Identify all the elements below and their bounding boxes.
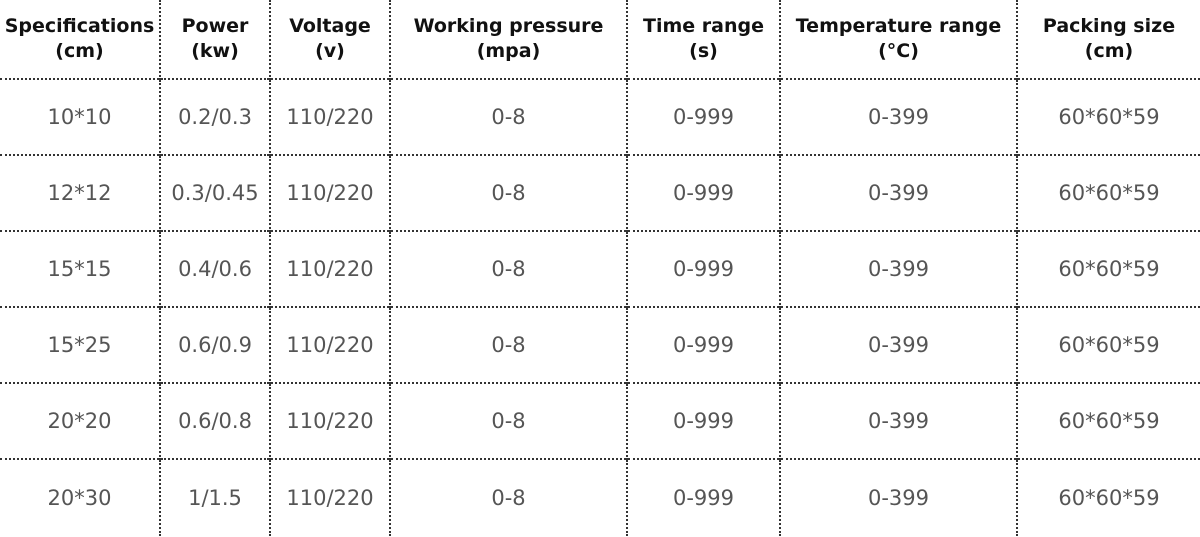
header-line: (kw) [191, 40, 239, 62]
header-cell: Specifications (cm) [0, 0, 161, 79]
table-cell: 110/220 [270, 154, 391, 231]
table-row: 20*20 0.6/0.8 110/220 0-8 0-999 0-399 60*60*59 [0, 382, 1200, 459]
header-cell: Time range (s) [627, 0, 781, 79]
header-line: Working pressure [413, 15, 604, 37]
table-cell: 0-399 [780, 154, 1018, 231]
table-cell: 15*25 [0, 306, 161, 383]
header-line: (°C) [878, 40, 919, 62]
table-cell: 0-8 [390, 230, 628, 307]
table-cell: 1/1.5 [160, 458, 271, 536]
table-cell: 0.3/0.45 [160, 154, 271, 231]
table-cell: 60*60*59 [1017, 78, 1200, 155]
table-cell: 0-399 [780, 306, 1018, 383]
table-cell: 0-399 [780, 458, 1018, 536]
table-cell: 110/220 [270, 458, 391, 536]
table-cell: 0-999 [627, 78, 781, 155]
table-cell: 0-8 [390, 458, 628, 536]
table-cell: 0-999 [627, 382, 781, 459]
header-row: Specifications (cm) Power (kw) Voltage (v) Wor… [0, 0, 1200, 79]
table-cell: 0-8 [390, 306, 628, 383]
table-cell: 0-399 [780, 230, 1018, 307]
header-line: Packing size [1042, 15, 1176, 37]
table-row: 10*10 0.2/0.3 110/220 0-8 0-999 0-399 60*60*59 [0, 78, 1200, 155]
table-cell: 60*60*59 [1017, 382, 1200, 459]
table-row: 15*25 0.6/0.9 110/220 0-8 0-999 0-399 60*60*59 [0, 306, 1200, 383]
table-cell: 0-999 [627, 154, 781, 231]
table-row: 20*30 1/1.5 110/220 0-8 0-999 0-399 60*60*59 [0, 458, 1200, 536]
header-line: Voltage [289, 15, 371, 37]
table-cell: 60*60*59 [1017, 154, 1200, 231]
header-cell: Voltage (v) [270, 0, 391, 79]
table-cell: 15*15 [0, 230, 161, 307]
header-cell: Packing size (cm) [1017, 0, 1200, 79]
table-cell: 60*60*59 [1017, 458, 1200, 536]
table-cell: 0.2/0.3 [160, 78, 271, 155]
table-cell: 0-399 [780, 78, 1018, 155]
table-cell: 12*12 [0, 154, 161, 231]
header-cell: Working pressure (mpa) [390, 0, 628, 79]
table-cell: 0-8 [390, 154, 628, 231]
table-row: 15*15 0.4/0.6 110/220 0-8 0-999 0-399 60*60*59 [0, 230, 1200, 307]
table-cell: 110/220 [270, 382, 391, 459]
table-cell: 20*30 [0, 458, 161, 536]
table-cell: 0-399 [780, 382, 1018, 459]
table-cell: 0.4/0.6 [160, 230, 271, 307]
table-cell: 60*60*59 [1017, 306, 1200, 383]
table-header: Specifications (cm) Power (kw) Voltage (v) Wor… [0, 0, 1200, 79]
header-line: (v) [315, 40, 345, 62]
table-cell: 110/220 [270, 306, 391, 383]
header-line: Time range [643, 15, 764, 37]
table-cell: 110/220 [270, 230, 391, 307]
table-cell: 20*20 [0, 382, 161, 459]
table-cell: 0.6/0.8 [160, 382, 271, 459]
header-line: Specifications [4, 15, 155, 37]
table-cell: 110/220 [270, 78, 391, 155]
table-body: 10*10 0.2/0.3 110/220 0-8 0-999 0-399 60*60*59… [0, 78, 1200, 536]
table-cell: 0-8 [390, 78, 628, 155]
header-line: Power [181, 15, 249, 37]
header-line: (s) [689, 40, 718, 62]
table-cell: 0-999 [627, 306, 781, 383]
header-cell: Power (kw) [160, 0, 271, 79]
header-line: (mpa) [476, 40, 541, 62]
table-cell: 0.6/0.9 [160, 306, 271, 383]
table-row: 12*12 0.3/0.45 110/220 0-8 0-999 0-399 60*60*5… [0, 154, 1200, 231]
table-cell: 0-999 [627, 458, 781, 536]
header-line: (cm) [1084, 40, 1134, 62]
header-line: (cm) [55, 40, 104, 62]
table-cell: 0-8 [390, 382, 628, 459]
header-line: Temperature range [795, 15, 1002, 37]
header-cell: Temperature range (°C) [780, 0, 1018, 79]
table-cell: 10*10 [0, 78, 161, 155]
table-cell: 0-999 [627, 230, 781, 307]
table-cell: 60*60*59 [1017, 230, 1200, 307]
